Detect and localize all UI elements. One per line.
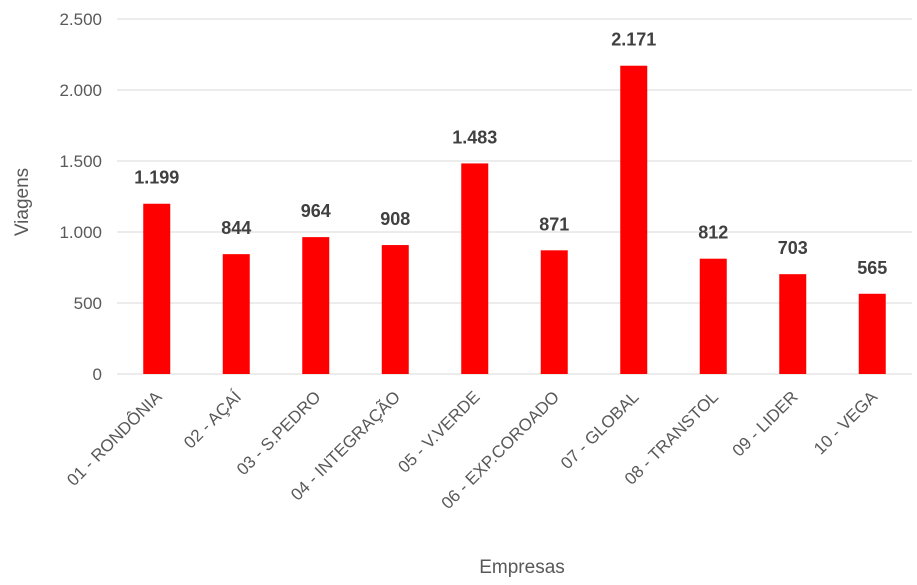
bar xyxy=(381,245,409,374)
data-label: 565 xyxy=(857,258,887,278)
bar xyxy=(540,250,568,374)
bars xyxy=(143,65,886,374)
data-label: 1.483 xyxy=(452,127,497,147)
data-label: 703 xyxy=(778,238,808,258)
data-label: 2.171 xyxy=(611,30,656,50)
y-tick-label: 2.500 xyxy=(59,10,102,29)
x-tick-label: 10 - VEGA xyxy=(810,387,881,458)
bar xyxy=(620,65,648,374)
x-tick-label: 02 - AÇAÍ xyxy=(180,387,245,452)
bar xyxy=(302,237,330,374)
bar xyxy=(222,254,250,374)
bar xyxy=(779,274,807,374)
x-tick-label: 09 - LIDER xyxy=(729,387,802,460)
data-labels: 1.199 844 964 908 1.483 871 2.171 812 703 565 xyxy=(134,30,887,278)
y-axis-ticks: 0 500 1.000 1.500 2.000 2.500 xyxy=(59,10,102,384)
y-tick-label: 1.500 xyxy=(59,152,102,171)
y-tick-label: 2.000 xyxy=(59,81,102,100)
y-tick-label: 1.000 xyxy=(59,223,102,242)
x-axis-title: Empresas xyxy=(479,557,565,578)
data-label: 964 xyxy=(301,201,331,221)
y-tick-label: 500 xyxy=(74,294,102,313)
bar xyxy=(461,163,489,374)
bar xyxy=(858,293,886,374)
y-axis-title: Viagens xyxy=(12,168,33,236)
x-tick-label: 03 - S.PEDRO xyxy=(233,387,325,479)
data-label: 871 xyxy=(539,214,569,234)
bar xyxy=(699,258,727,374)
data-label: 844 xyxy=(221,218,251,238)
data-label: 908 xyxy=(380,209,410,229)
x-tick-label: 01 - RONDÔNIA xyxy=(63,387,166,490)
x-tick-label: 07 - GLOBAL xyxy=(557,387,643,473)
x-tick-label: 05 - V.VERDE xyxy=(394,387,483,476)
bar xyxy=(143,203,171,374)
data-label: 812 xyxy=(698,223,728,243)
y-tick-label: 0 xyxy=(93,365,102,384)
data-label: 1.199 xyxy=(134,168,179,188)
